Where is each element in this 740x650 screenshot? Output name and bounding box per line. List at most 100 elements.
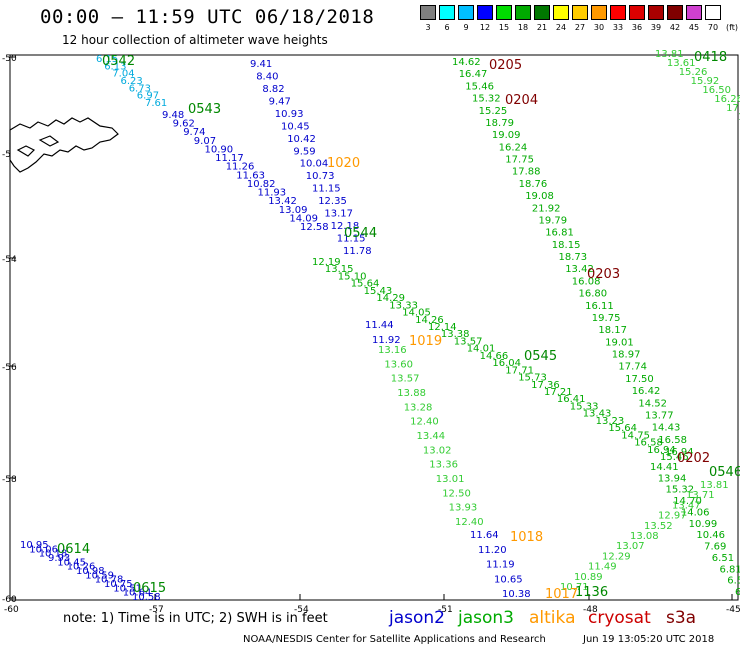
swh-value: 11.15 bbox=[312, 184, 341, 195]
swh-value: 18.73 bbox=[559, 252, 588, 263]
swh-value: 10.71 bbox=[560, 582, 589, 593]
lat-label: -58 bbox=[2, 475, 17, 485]
lon-label: -51 bbox=[438, 605, 453, 615]
swh-value: 16.21 bbox=[738, 112, 740, 123]
swh-value: 12.14 bbox=[428, 322, 457, 333]
swh-value: 16.81 bbox=[545, 228, 574, 239]
scale-swatch bbox=[534, 5, 550, 20]
swh-value: 7.61 bbox=[145, 98, 167, 109]
swh-value: 15.92 bbox=[691, 76, 720, 87]
scale-swatch bbox=[572, 5, 588, 20]
swh-value: 19.01 bbox=[605, 337, 634, 348]
swh-value: 10.45 bbox=[281, 121, 310, 132]
swh-value: 7.69 bbox=[704, 542, 726, 553]
map-ticks: -50 -52 -54 -56 -58 -60-60 -57 -54 -51 -48 -45 bbox=[2, 54, 740, 615]
swh-value: 10.95 bbox=[20, 540, 49, 551]
swh-value: 18.79 bbox=[485, 118, 514, 129]
swh-value: 9.48 bbox=[162, 110, 184, 121]
scale-swatch bbox=[515, 5, 531, 20]
swh-value: 18.15 bbox=[552, 240, 581, 251]
swh-value: 16.94 bbox=[647, 445, 676, 456]
swh-value: 12.40 bbox=[410, 417, 439, 428]
scale-label: 9 bbox=[463, 23, 469, 32]
scale-swatch bbox=[610, 5, 626, 20]
swh-value: 6.23 bbox=[121, 76, 143, 87]
swh-value: 11.44 bbox=[365, 320, 394, 331]
scale-swatch bbox=[553, 5, 569, 20]
swh-value: 13.02 bbox=[423, 445, 452, 456]
swh-value: 10.59 bbox=[85, 570, 114, 581]
swh-value: 17.36 bbox=[531, 380, 560, 391]
swh-value: 12.35 bbox=[318, 196, 347, 207]
scale-label: 33 bbox=[612, 23, 624, 32]
pass-id-label: 1018 bbox=[510, 530, 543, 545]
swh-value: 16.42 bbox=[632, 386, 661, 397]
pass-id-label: 0543 bbox=[188, 102, 221, 117]
scale-swatch bbox=[439, 5, 455, 20]
scale-label: (ft) bbox=[725, 23, 739, 32]
swh-value: 15.33 bbox=[570, 401, 599, 412]
note-text: note: 1) Time is in UTC; 2) SWH is in fe… bbox=[63, 611, 328, 626]
swh-value: 10.78 bbox=[95, 575, 124, 586]
swh-value: 14.66 bbox=[480, 351, 509, 362]
legend-jason2: jason2 bbox=[389, 608, 445, 628]
swh-value: 13.09 bbox=[279, 205, 308, 216]
swh-value: 13.44 bbox=[417, 431, 446, 442]
swh-value: 10.04 bbox=[300, 159, 329, 170]
swh-value: 7.04 bbox=[112, 69, 134, 80]
lon-label: -45 bbox=[726, 605, 740, 615]
swh-value: 9.93 bbox=[48, 553, 70, 564]
swh-value: 12.40 bbox=[455, 517, 484, 528]
pass-id-label: 0203 bbox=[587, 267, 620, 282]
swh-value: 11.64 bbox=[470, 530, 499, 541]
swh-value: 14.09 bbox=[289, 213, 318, 224]
swh-value: 13.60 bbox=[384, 359, 413, 370]
swh-value: 11.63 bbox=[236, 170, 265, 181]
scale-swatch bbox=[648, 5, 664, 20]
swh-value: 8.82 bbox=[262, 84, 284, 95]
pass-labels: 0542 0543 0544 0545 0546 0418 0614 0615 1020 1019… bbox=[57, 50, 740, 602]
swh-value: 9.07 bbox=[194, 136, 216, 147]
lat-label: -54 bbox=[2, 255, 17, 265]
swh-value: 13.33 bbox=[389, 300, 418, 311]
pass-id-label: 1020 bbox=[327, 156, 360, 171]
lat-label: -60 bbox=[2, 595, 17, 605]
swh-value: 13.81 bbox=[700, 480, 729, 491]
page-subtitle: 12 hour collection of altimeter wave hei… bbox=[62, 33, 328, 47]
scale-swatch bbox=[629, 5, 645, 20]
swh-value: 10.98 bbox=[76, 566, 105, 577]
swh-value: 13.71 bbox=[686, 490, 715, 501]
track-values: 6.156.137.046.236.736.977.619.489.629.74… bbox=[20, 49, 740, 603]
credit-timestamp: Jun 19 13:05:20 UTC 2018 bbox=[583, 634, 715, 645]
swh-value: 18.17 bbox=[598, 325, 627, 336]
scale-label: 3 bbox=[425, 23, 431, 32]
swh-value: 6.51 bbox=[712, 553, 734, 564]
swh-value: 13.01 bbox=[436, 474, 465, 485]
swh-value: 15.10 bbox=[338, 271, 367, 282]
scale-label: 45 bbox=[688, 23, 700, 32]
swh-value: 9.62 bbox=[173, 119, 195, 130]
pass-id-label: 0418 bbox=[694, 50, 727, 65]
pass-id-label: 0546 bbox=[709, 465, 740, 480]
swh-value: 15.64 bbox=[351, 279, 380, 290]
swh-value: 17.74 bbox=[618, 362, 647, 373]
swh-value: 13.47 bbox=[672, 500, 701, 511]
swh-value: 13.52 bbox=[644, 521, 673, 532]
swh-value: 12.19 bbox=[312, 257, 341, 268]
swh-value: 16.58 bbox=[658, 435, 687, 446]
swh-value: 13.28 bbox=[404, 402, 433, 413]
swh-value: 11.19 bbox=[486, 560, 515, 571]
swh-value: 17.50 bbox=[625, 374, 654, 385]
scale-label: 12 bbox=[479, 23, 491, 32]
swh-value: 16.50 bbox=[702, 85, 731, 96]
swh-value: 9.41 bbox=[250, 59, 272, 70]
swh-value: 11.20 bbox=[478, 545, 507, 556]
swh-value: 16.94 bbox=[665, 447, 694, 458]
swh-value: 10.82 bbox=[247, 179, 276, 190]
scale-label: 39 bbox=[650, 23, 662, 32]
swh-value: 13.57 bbox=[454, 336, 483, 347]
swh-value: 16.04 bbox=[492, 358, 521, 369]
swh-value: 10.64 bbox=[123, 588, 152, 599]
swh-value: 16.08 bbox=[572, 276, 601, 287]
